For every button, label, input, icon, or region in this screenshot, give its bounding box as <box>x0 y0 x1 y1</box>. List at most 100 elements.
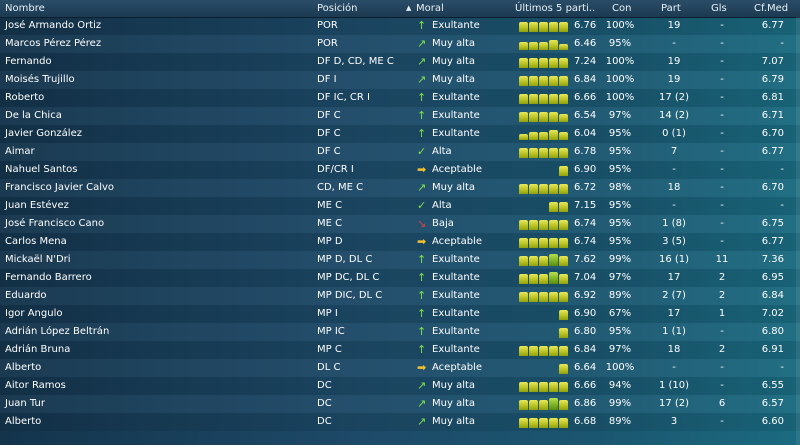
table-row[interactable]: Moisés Trujillo DF I ↗ Muy alta 6.84 100% 19 - 6… <box>0 71 800 89</box>
last-five-form-bars <box>519 344 571 356</box>
table-row[interactable]: Nahuel Santos DF/CR I ➡ Aceptable 6.90 95% - - - <box>0 161 800 179</box>
player-goals: - <box>720 56 724 67</box>
last-five-form-bars <box>519 110 571 122</box>
form-bar <box>529 292 538 302</box>
header-moral[interactable]: Moral <box>416 3 444 14</box>
table-row[interactable]: Fernando DF D, CD, ME C ↗ Muy alta 7.24 100% 1… <box>0 53 800 71</box>
table-row[interactable]: Marcos Pérez Pérez POR ↗ Muy alta 6.46 95% - - - <box>0 35 800 53</box>
table-row[interactable]: Juan Tur DC ↗ Muy alta 6.86 99% 17 (2) 6 6.57 <box>0 395 800 413</box>
player-appearances: 0 (1) <box>662 128 686 139</box>
player-position: MP DIC, DL C <box>317 290 383 301</box>
form-bar <box>529 22 538 32</box>
header-ultimos[interactable]: Últimos 5 parti.. <box>515 3 596 14</box>
morale-up-icon: ↑ <box>417 271 427 284</box>
player-name[interactable]: Igor Angulo <box>5 308 63 319</box>
player-name[interactable]: Francisco Javier Calvo <box>5 182 115 193</box>
table-row[interactable]: Carlos Mena MP D ➡ Aceptable 6.74 95% 3 (5) - 6.… <box>0 233 800 251</box>
table-row[interactable]: Adrián Bruna MP C ↑ Exultante 6.84 97% 18 2 6.91 <box>0 341 800 359</box>
player-appearances: 19 <box>667 74 681 85</box>
header-cfmed[interactable]: Cf.Med <box>754 3 789 14</box>
player-name[interactable]: Juan Tur <box>5 398 45 409</box>
player-morale: Alta <box>432 200 452 211</box>
table-row[interactable]: José Francisco Cano ME C ↘ Baja 6.74 95% 1 (8)… <box>0 215 800 233</box>
player-name[interactable]: Javier González <box>5 128 82 139</box>
player-name[interactable]: Mickaël N'Dri <box>5 254 71 265</box>
table-row[interactable]: Roberto DF IC, CR I ↑ Exultante 6.66 100% 17 (… <box>0 89 800 107</box>
table-row[interactable]: Adrián López Beltrán MP IC ↑ Exultante 6.80 9… <box>0 323 800 341</box>
form-bar <box>559 382 568 392</box>
table-row[interactable]: De la Chica DF C ↑ Exultante 6.54 97% 14 (2) - 6… <box>0 107 800 125</box>
table-row[interactable]: Francisco Javier Calvo CD, ME C ↗ Muy alta 6… <box>0 179 800 197</box>
table-row[interactable]: Mickaël N'Dri MP D, DL C ↑ Exultante 7.62 99%… <box>0 251 800 269</box>
header-nombre[interactable]: Nombre <box>5 3 45 14</box>
table-row[interactable]: Igor Angulo MP I ↑ Exultante 6.90 67% 17 1 7.02 <box>0 305 800 323</box>
player-position: CD, ME C <box>317 182 364 193</box>
form-average: 6.76 <box>574 20 597 31</box>
header-posicion[interactable]: Posición <box>317 3 358 14</box>
last-five-form-bars <box>519 38 571 50</box>
table-row[interactable]: Aimar DF C ✓ Alta 6.78 95% 7 - 6.77 <box>0 143 800 161</box>
form-bar <box>559 346 568 356</box>
player-name[interactable]: Alberto <box>5 416 42 427</box>
player-appearances: 17 <box>667 272 681 283</box>
table-row[interactable]: Aitor Ramos DC ↗ Muy alta 6.66 94% 1 (10) - 6.55 <box>0 377 800 395</box>
header-gls[interactable]: Gls <box>711 3 727 14</box>
header-con[interactable]: Con <box>612 3 632 14</box>
player-name[interactable]: Aimar <box>5 146 35 157</box>
form-bar <box>529 274 538 284</box>
player-name[interactable]: Adrián Bruna <box>5 344 71 355</box>
vertical-scrollbar[interactable] <box>796 17 800 445</box>
player-name[interactable]: Aitor Ramos <box>5 380 66 391</box>
last-five-form-bars <box>519 218 571 230</box>
table-row[interactable]: Alberto DL C ➡ Aceptable 6.64 100% - - - <box>0 359 800 377</box>
player-name[interactable]: De la Chica <box>5 110 62 121</box>
form-average: 6.86 <box>574 398 597 409</box>
player-average-rating: 6.79 <box>761 74 784 85</box>
player-condition: 94% <box>608 380 632 391</box>
table-row[interactable]: Alberto DC ↗ Muy alta 6.68 89% 3 - 6.60 <box>0 413 800 431</box>
last-five-form-bars <box>519 290 571 302</box>
morale-up-icon: ↑ <box>417 253 427 266</box>
form-bar <box>519 184 528 194</box>
player-name[interactable]: Eduardo <box>5 290 47 301</box>
morale-up-icon: ↑ <box>417 307 427 320</box>
player-position: MP D, DL C <box>317 254 373 265</box>
player-condition: 100% <box>605 74 635 85</box>
form-bar <box>529 94 538 104</box>
form-average: 7.15 <box>574 200 597 211</box>
player-position: ME C <box>317 200 343 211</box>
last-five-form-bars <box>519 200 571 212</box>
last-five-form-bars <box>519 380 571 392</box>
player-morale: Aceptable <box>432 164 482 175</box>
header-part[interactable]: Part <box>661 3 681 14</box>
player-name[interactable]: José Francisco Cano <box>5 218 105 229</box>
last-five-form-bars <box>519 272 571 284</box>
morale-slight_up-icon: ↗ <box>417 73 427 86</box>
player-name[interactable]: Marcos Pérez Pérez <box>5 38 102 49</box>
player-morale: Muy alta <box>432 380 476 391</box>
player-goals: - <box>720 92 724 103</box>
last-five-form-bars <box>519 182 571 194</box>
table-row[interactable]: José Armando Ortiz POR ↑ Exultante 6.76 100% 1… <box>0 17 800 35</box>
player-name[interactable]: José Armando Ortiz <box>5 20 102 31</box>
player-name[interactable]: Roberto <box>5 92 45 103</box>
form-bar <box>559 328 568 338</box>
table-row[interactable]: Eduardo MP DIC, DL C ↑ Exultante 6.92 89% 2 (7… <box>0 287 800 305</box>
player-name[interactable]: Adrián López Beltrán <box>5 326 110 337</box>
morale-slight_up-icon: ↗ <box>417 37 427 50</box>
player-name[interactable]: Alberto <box>5 362 42 373</box>
player-name[interactable]: Moisés Trujillo <box>5 74 75 85</box>
morale-down-icon: ↘ <box>417 217 427 230</box>
player-name[interactable]: Fernando <box>5 56 52 67</box>
form-bar <box>539 220 548 230</box>
player-name[interactable]: Juan Estévez <box>5 200 69 211</box>
player-name[interactable]: Nahuel Santos <box>5 164 78 175</box>
player-position: DF I <box>317 74 337 85</box>
table-row[interactable]: Fernando Barrero MP DC, DL C ↑ Exultante 7.0… <box>0 269 800 287</box>
player-average-rating: - <box>780 38 784 49</box>
player-name[interactable]: Carlos Mena <box>5 236 67 247</box>
table-row[interactable]: Juan Estévez ME C ✓ Alta 7.15 95% - - - <box>0 197 800 215</box>
table-row[interactable]: Javier González DF C ↑ Exultante 6.04 95% 0 (1… <box>0 125 800 143</box>
form-bar <box>549 94 558 104</box>
player-name[interactable]: Fernando Barrero <box>5 272 92 283</box>
